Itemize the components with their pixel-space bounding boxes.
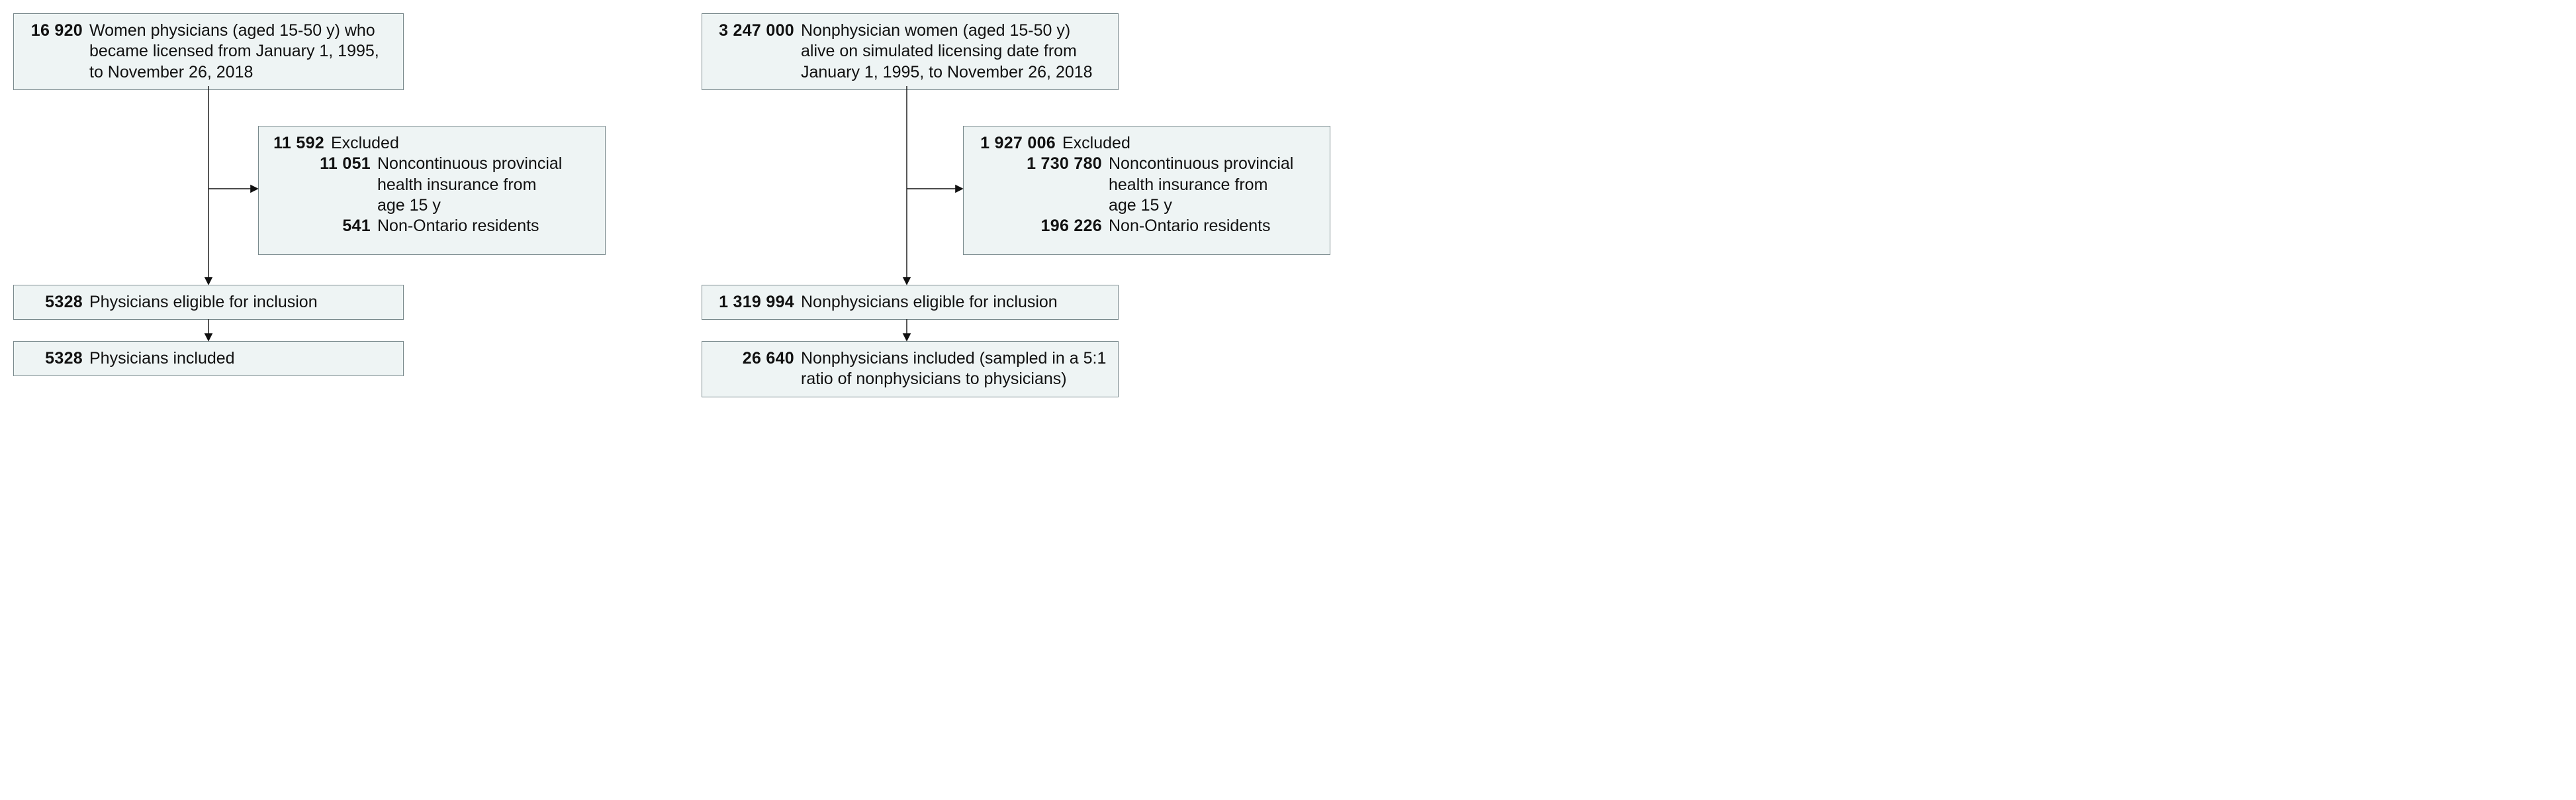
n-physicians-included: 5328: [23, 348, 83, 369]
n-physicians-source: 16 920: [23, 21, 83, 83]
n-nonphysicians-eligible: 1 319 994: [712, 292, 794, 313]
label-physicians-excluded-0: Noncontinuous provincial health insuranc…: [377, 154, 562, 216]
n-nonphysicians-excluded-0: 1 730 780: [973, 154, 1102, 216]
label-nonphysicians-source: Nonphysician women (aged 15-50 y) alive …: [801, 21, 1093, 83]
box-nonphysicians-source: 3 247 000 Nonphysician women (aged 15-50…: [702, 13, 1119, 90]
label-nonphysicians-included: Nonphysicians included (sampled in a 5:1…: [801, 348, 1106, 390]
n-physicians-eligible: 5328: [23, 292, 83, 313]
label-nonphysicians-excluded-1: Non-Ontario residents: [1109, 216, 1271, 236]
box-physicians-eligible: 5328 Physicians eligible for inclusion: [13, 285, 404, 320]
label-physicians-excluded-total: Excluded: [331, 133, 399, 154]
box-physicians-excluded: 11 592 Excluded 11 051 Noncontinuous pro…: [258, 126, 606, 255]
nonphysicians-column: 3 247 000 Nonphysician women (aged 15-50…: [702, 13, 1311, 411]
label-physicians-source: Women physicians (aged 15-50 y) who beca…: [89, 21, 379, 83]
flow-diagram: 16 920 Women physicians (aged 15-50 y) w…: [13, 13, 2563, 411]
label-physicians-eligible: Physicians eligible for inclusion: [89, 292, 318, 313]
n-physicians-excluded-1: 541: [268, 216, 371, 236]
n-physicians-excluded-total: 11 592: [268, 133, 324, 154]
box-nonphysicians-included: 26 640 Nonphysicians included (sampled i…: [702, 341, 1119, 397]
n-nonphysicians-excluded-total: 1 927 006: [973, 133, 1056, 154]
label-physicians-included: Physicians included: [89, 348, 235, 369]
label-nonphysicians-excluded-total: Excluded: [1062, 133, 1130, 154]
n-nonphysicians-excluded-1: 196 226: [973, 216, 1102, 236]
box-physicians-included: 5328 Physicians included: [13, 341, 404, 376]
n-nonphysicians-included: 26 640: [712, 348, 794, 390]
label-nonphysicians-excluded-0: Noncontinuous provincial health insuranc…: [1109, 154, 1293, 216]
label-nonphysicians-eligible: Nonphysicians eligible for inclusion: [801, 292, 1058, 313]
physicians-column: 16 920 Women physicians (aged 15-50 y) w…: [13, 13, 622, 411]
box-nonphysicians-eligible: 1 319 994 Nonphysicians eligible for inc…: [702, 285, 1119, 320]
n-nonphysicians-source: 3 247 000: [712, 21, 794, 83]
box-physicians-source: 16 920 Women physicians (aged 15-50 y) w…: [13, 13, 404, 90]
label-physicians-excluded-1: Non-Ontario residents: [377, 216, 539, 236]
n-physicians-excluded-0: 11 051: [268, 154, 371, 216]
box-nonphysicians-excluded: 1 927 006 Excluded 1 730 780 Noncontinuo…: [963, 126, 1330, 255]
